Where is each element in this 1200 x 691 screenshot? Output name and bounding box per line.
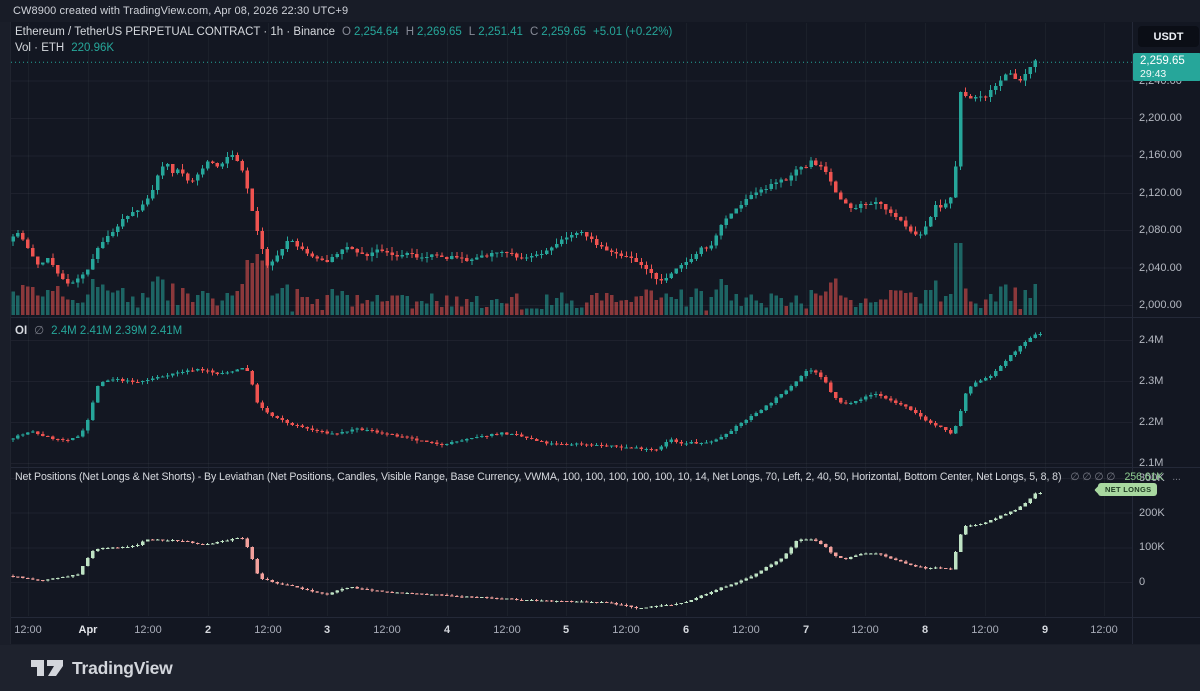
oi-legend: OI ∅ 2.4M 2.41M 2.39M 2.41M (15, 323, 182, 337)
oi-empty-icon: ∅ (34, 325, 45, 337)
net-longs-badge-label: NET LONGS (1098, 483, 1158, 496)
time-tick-label: 4 (443, 624, 451, 636)
last-price-value: 2,259.65 (1140, 55, 1185, 67)
time-tick-label: 8 (921, 624, 929, 636)
top-attribution-bar: CW8900 created with TradingView.com, Apr… (0, 0, 1200, 22)
volume-label: Vol · ETH (15, 42, 65, 54)
attribution-text: CW8900 created with TradingView.com, Apr… (13, 5, 349, 17)
time-tick-label: Apr (78, 624, 98, 636)
open-value: 2,254.64 (353, 26, 399, 38)
oi-label: OI (15, 325, 28, 337)
volume-value: 220.96K (71, 42, 115, 54)
time-tick-label: 12:00 (14, 624, 42, 636)
scale-tick-label: 2,000.00 (1139, 299, 1182, 311)
time-tick-label: 12:00 (612, 624, 640, 636)
open-label: O (341, 26, 351, 38)
scale-tick-label: 2,160.00 (1139, 149, 1182, 162)
scale-tick-label: 0 (1139, 576, 1146, 588)
time-tick-label: 12:00 (373, 624, 401, 636)
close-value: 2,259.65 (541, 26, 587, 38)
time-tick-label: 9 (1041, 624, 1049, 636)
volume-legend: Vol · ETH 220.96K (15, 42, 114, 54)
net-positions-value: 256.61K (1124, 471, 1164, 483)
last-price-badge: 2,259.65 29:43 (1133, 53, 1200, 81)
scale-tick-label: 2,040.00 (1139, 261, 1182, 274)
time-tick-label: 2 (204, 624, 212, 636)
change-value: +5.01 (+0.22%) (593, 26, 673, 38)
scale-tick-label: 2.2M (1139, 416, 1164, 428)
time-tick-label: 12:00 (1090, 624, 1118, 636)
scale-tick-label: 300K (1139, 471, 1165, 484)
low-value: 2,251.41 (478, 26, 523, 38)
close-label: C (529, 26, 539, 38)
net-longs-series-badge: NET LONGS (1094, 483, 1158, 496)
high-value: 2,269.65 (417, 26, 462, 38)
chart-widget: Ethereum / TetherUS PERPETUAL CONTRACT ·… (10, 22, 1200, 644)
tradingview-brand-link[interactable]: TradingView (30, 655, 173, 681)
time-tick-label: 12:00 (971, 624, 999, 636)
time-tick-label: 7 (802, 624, 810, 636)
time-tick-label: 12:00 (732, 624, 760, 636)
scale-tick-label: 100K (1139, 541, 1165, 554)
scale-tick-label: 2.3M (1139, 375, 1164, 387)
time-tick-label: 5 (562, 624, 570, 636)
time-tick-label: 12:00 (134, 624, 162, 636)
low-label: L (468, 26, 476, 38)
symbol-title: Ethereum / TetherUS PERPETUAL CONTRACT ·… (15, 26, 335, 38)
time-tick-label: 6 (682, 624, 690, 636)
tradingview-logo-icon (31, 660, 63, 676)
net-positions-title: Net Positions (Net Longs & Net Shorts) -… (15, 471, 1062, 483)
chart-canvas[interactable] (11, 22, 1200, 644)
symbol-legend: Ethereum / TetherUS PERPETUAL CONTRACT ·… (15, 26, 672, 38)
scale-tick-label: 2,120.00 (1139, 186, 1182, 199)
high-label: H (405, 26, 415, 38)
scale-tick-label: 2,200.00 (1139, 112, 1182, 124)
currency-toggle-button[interactable]: USDT (1138, 26, 1199, 47)
time-tick-label: 12:00 (493, 624, 521, 636)
scale-tick-label: 2,080.00 (1139, 224, 1182, 237)
oi-values: 2.4M 2.41M 2.39M 2.41M (51, 325, 183, 337)
tradingview-wordmark: TradingView (72, 657, 173, 678)
time-tick-label: 12:00 (254, 624, 282, 636)
scale-tick-label: 2.1M (1139, 457, 1164, 469)
time-tick-label: 3 (323, 624, 331, 636)
time-tick-label: 12:00 (851, 624, 879, 636)
scale-tick-label: 2.4M (1139, 334, 1164, 346)
bottom-brand-bar: TradingView (0, 645, 1200, 691)
net-empty-icons: ∅ ∅ ∅ ∅ (1070, 471, 1116, 483)
net-positions-legend: Net Positions (Net Longs & Net Shorts) -… (15, 471, 1181, 483)
bar-countdown: 29:43 (1140, 68, 1167, 80)
scale-tick-label: 200K (1139, 506, 1165, 519)
net-ellipsis: ... (1172, 471, 1181, 483)
